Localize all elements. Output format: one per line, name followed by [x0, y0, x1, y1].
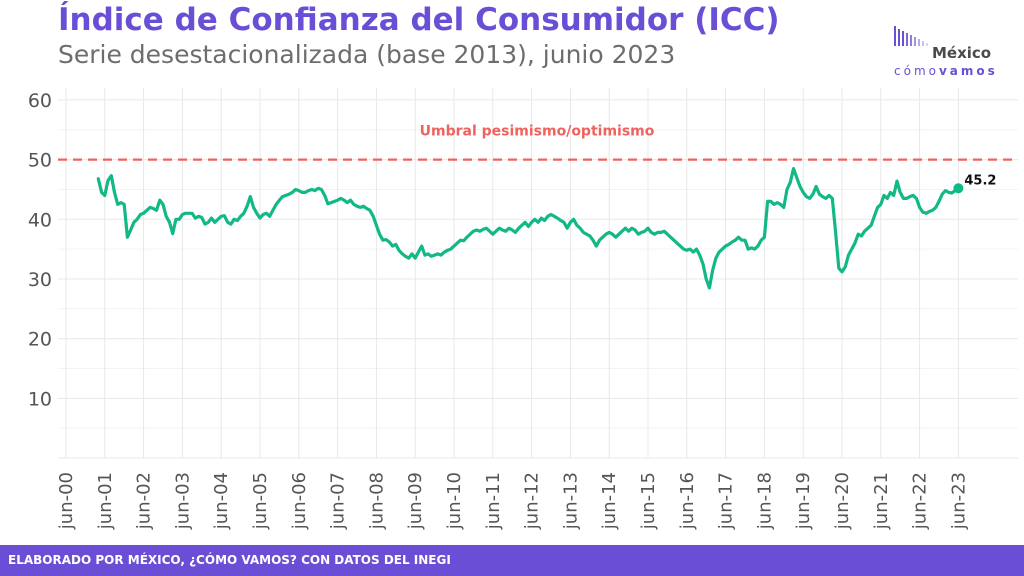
- x-tick-label: jun-04: [211, 472, 232, 530]
- footer-bar: ELABORADO POR MÉXICO, ¿CÓMO VAMOS? CON D…: [0, 545, 1024, 576]
- x-tick-label: jun-23: [948, 472, 969, 530]
- grid-lines: [58, 88, 1018, 459]
- last-point-marker: [953, 183, 964, 194]
- x-tick-label: jun-21: [871, 472, 892, 530]
- y-axis-ticks: 10 20 30 40 50 60: [28, 90, 52, 410]
- x-tick-label: jun-02: [134, 472, 155, 530]
- x-tick-label: jun-15: [638, 472, 659, 530]
- chart-title: Índice de Confianza del Consumidor (ICC): [58, 2, 780, 38]
- y-tick-label: 20: [28, 329, 52, 351]
- x-tick-label: jun-09: [405, 472, 426, 530]
- x-tick-label: jun-14: [599, 472, 620, 530]
- x-tick-label: jun-00: [56, 472, 77, 530]
- logo-bars-icon: [894, 26, 928, 46]
- logo-sub-bold: vamos: [938, 64, 998, 78]
- y-tick-label: 10: [28, 388, 52, 410]
- chart-subtitle: Serie desestacionalizada (base 2013), ju…: [58, 40, 676, 69]
- last-value-label: 45.2: [964, 173, 996, 188]
- x-tick-label: jun-16: [677, 472, 698, 530]
- x-tick-label: jun-18: [754, 472, 775, 530]
- x-tick-label: jun-07: [328, 472, 349, 530]
- x-tick-label: jun-22: [910, 472, 931, 530]
- x-tick-label: jun-19: [793, 472, 814, 530]
- y-tick-label: 50: [28, 150, 52, 172]
- y-tick-label: 40: [28, 209, 52, 231]
- y-tick-label: 60: [28, 90, 52, 112]
- x-tick-label: jun-17: [716, 472, 737, 530]
- x-axis-ticks: jun-00 jun-01 jun-02 jun-03 jun-04 jun-05 jun-…: [56, 472, 969, 530]
- logo-sub-text: cómovamos: [894, 64, 998, 78]
- x-tick-label: jun-06: [289, 472, 310, 530]
- x-tick-label: jun-13: [560, 472, 581, 530]
- footer-text: ELABORADO POR MÉXICO, ¿CÓMO VAMOS? CON D…: [8, 553, 451, 567]
- threshold-label: Umbral pesimismo/optimismo: [420, 124, 655, 140]
- logo-main-text: México: [932, 44, 992, 62]
- x-tick-label: jun-11: [483, 472, 504, 530]
- x-tick-label: jun-05: [250, 472, 271, 530]
- x-tick-label: jun-10: [444, 472, 465, 530]
- x-tick-label: jun-03: [172, 472, 193, 530]
- x-tick-label: jun-08: [366, 472, 387, 530]
- x-tick-label: jun-12: [522, 472, 543, 530]
- y-tick-label: 30: [28, 269, 52, 291]
- series-line: [96, 167, 960, 290]
- x-tick-label: jun-01: [95, 472, 116, 530]
- mexico-como-vamos-logo: México cómovamos: [892, 22, 1002, 82]
- x-tick-label: jun-20: [832, 472, 853, 530]
- logo-sub-light: cómo: [894, 64, 939, 78]
